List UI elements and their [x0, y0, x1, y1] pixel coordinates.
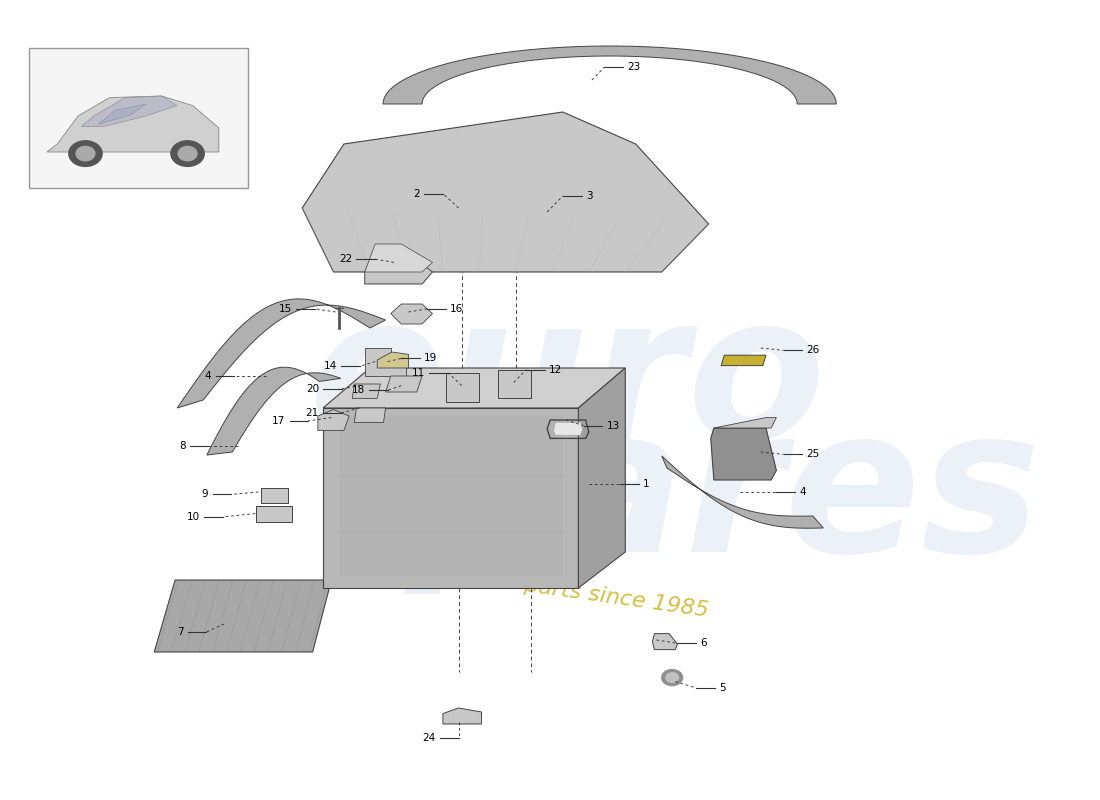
Polygon shape: [81, 96, 177, 126]
Text: 4: 4: [205, 371, 211, 381]
Text: 13: 13: [606, 421, 619, 430]
Text: 25: 25: [806, 450, 820, 459]
Polygon shape: [339, 416, 563, 576]
Text: pares: pares: [406, 398, 1042, 594]
Polygon shape: [47, 96, 219, 152]
Polygon shape: [323, 368, 625, 408]
Text: 6: 6: [701, 638, 707, 648]
FancyBboxPatch shape: [446, 373, 480, 402]
Polygon shape: [177, 299, 386, 408]
Text: 17: 17: [273, 416, 286, 426]
Polygon shape: [365, 348, 406, 376]
Polygon shape: [365, 244, 432, 272]
Polygon shape: [99, 104, 146, 124]
Text: 10: 10: [187, 512, 200, 522]
Polygon shape: [722, 355, 766, 366]
Polygon shape: [323, 408, 579, 588]
Circle shape: [662, 670, 683, 686]
Text: 19: 19: [425, 354, 438, 363]
Polygon shape: [386, 376, 422, 392]
Polygon shape: [365, 248, 432, 284]
Text: 12: 12: [549, 365, 562, 374]
Text: 8: 8: [179, 441, 186, 450]
Text: 20: 20: [306, 384, 319, 394]
Circle shape: [178, 146, 197, 161]
Circle shape: [69, 141, 102, 166]
Text: 15: 15: [278, 304, 292, 314]
FancyBboxPatch shape: [30, 48, 248, 188]
Text: 3: 3: [585, 191, 592, 201]
Text: 4: 4: [800, 487, 806, 497]
Polygon shape: [443, 708, 482, 724]
FancyBboxPatch shape: [498, 370, 531, 398]
Text: 5: 5: [719, 683, 726, 693]
Text: 23: 23: [627, 62, 640, 72]
Polygon shape: [652, 634, 678, 650]
Text: 22: 22: [339, 254, 352, 264]
Polygon shape: [154, 580, 331, 652]
Text: 26: 26: [806, 346, 820, 355]
Polygon shape: [383, 46, 836, 104]
Polygon shape: [352, 384, 381, 398]
Polygon shape: [354, 408, 386, 422]
Circle shape: [76, 146, 95, 161]
FancyBboxPatch shape: [256, 506, 292, 522]
Polygon shape: [711, 428, 777, 480]
Polygon shape: [579, 368, 625, 588]
Text: 2: 2: [414, 189, 420, 198]
Polygon shape: [390, 304, 432, 324]
FancyBboxPatch shape: [261, 488, 287, 503]
Text: 24: 24: [422, 733, 436, 742]
Text: 1: 1: [644, 479, 650, 489]
Polygon shape: [318, 410, 349, 430]
Circle shape: [170, 141, 205, 166]
Circle shape: [666, 673, 679, 682]
Text: euro: euro: [309, 286, 827, 482]
Text: a passion for parts since 1985: a passion for parts since 1985: [374, 554, 710, 622]
Polygon shape: [302, 112, 708, 272]
Text: 7: 7: [177, 627, 184, 637]
Polygon shape: [553, 422, 583, 435]
Text: 11: 11: [411, 368, 426, 378]
Polygon shape: [714, 418, 777, 428]
Text: 18: 18: [352, 386, 365, 395]
Text: 21: 21: [306, 408, 319, 418]
Text: 14: 14: [323, 362, 337, 371]
Polygon shape: [662, 456, 823, 528]
Text: 9: 9: [201, 490, 208, 499]
Polygon shape: [207, 367, 341, 455]
Polygon shape: [377, 352, 408, 368]
Text: 16: 16: [450, 304, 463, 314]
